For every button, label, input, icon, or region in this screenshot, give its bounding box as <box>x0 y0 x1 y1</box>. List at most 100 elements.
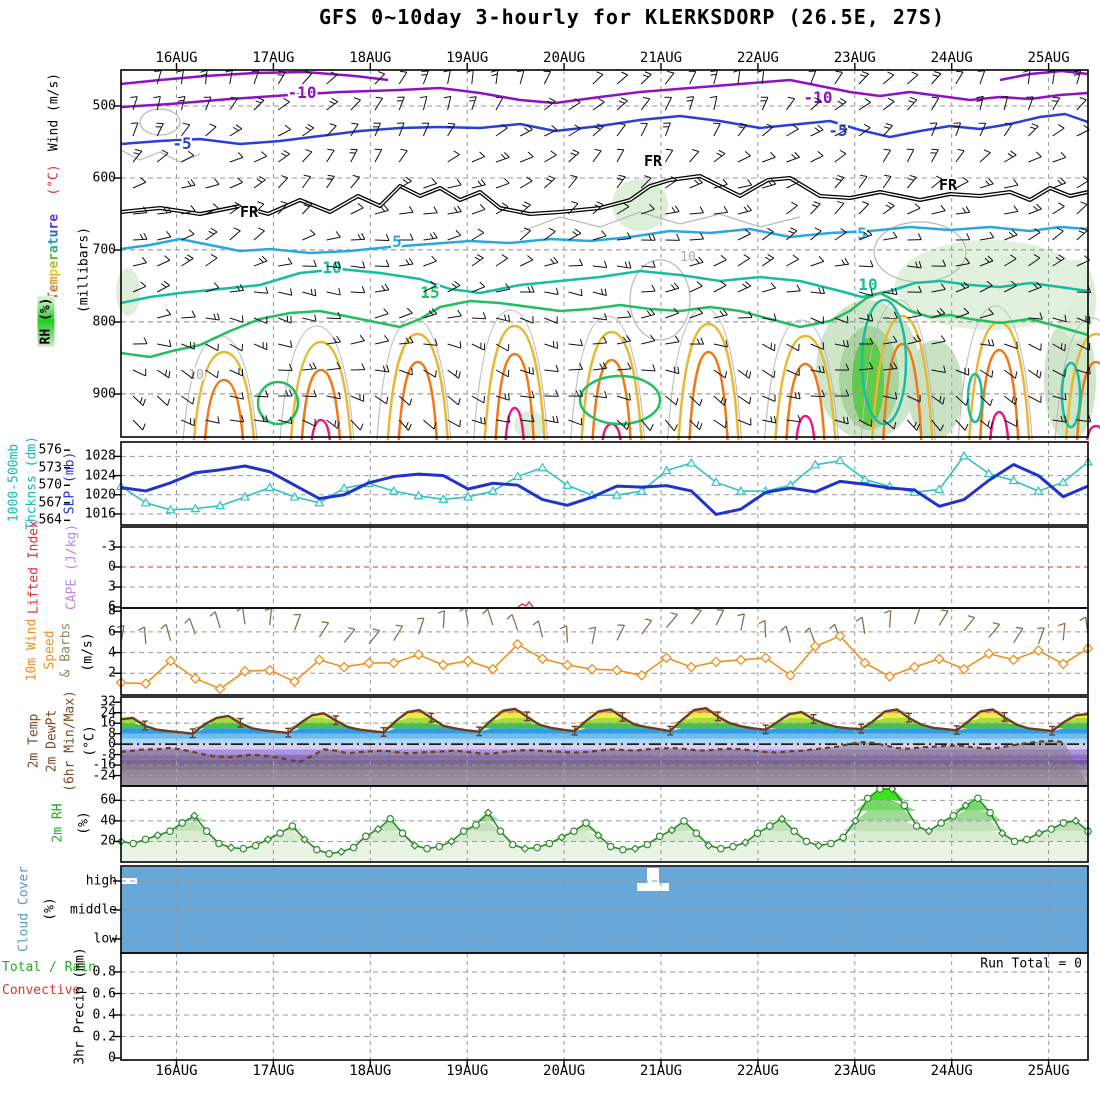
wind-barb <box>326 174 335 189</box>
wind-barb <box>955 281 970 293</box>
date-label-bottom: 16AUG <box>155 1063 198 1079</box>
wind-barb <box>689 337 705 345</box>
rh-marker <box>790 827 799 835</box>
wind-barb <box>181 254 194 267</box>
rh-marker <box>215 839 223 848</box>
wind-speed-marker <box>983 648 995 660</box>
wind-barb <box>374 259 390 268</box>
date-label-bottom: 24AUG <box>930 1063 973 1079</box>
date-label-bottom: 25AUG <box>1027 1063 1070 1079</box>
wind-barb <box>1003 122 1013 137</box>
t2m-ytick: 0 <box>108 736 116 752</box>
wind-barb <box>229 315 244 323</box>
wind-barb <box>955 233 971 241</box>
wind-barb <box>278 315 292 324</box>
surface-wind-barb <box>437 610 446 628</box>
wind-barb <box>229 96 239 111</box>
wind-ytick: 2 <box>108 665 116 681</box>
panel-frame-p2 <box>120 441 1089 526</box>
wind-barb <box>1076 201 1088 215</box>
axis-label-cloud-cover: Cloud Cover <box>16 865 32 953</box>
rh-marker <box>520 844 530 853</box>
wind-barb <box>616 97 628 111</box>
thickness-marker <box>1008 475 1019 485</box>
rh-marker <box>986 808 994 817</box>
wind-barb <box>810 151 824 163</box>
wind-barb <box>616 335 632 345</box>
wind-barb <box>132 177 147 189</box>
thickness-marker <box>165 504 176 514</box>
surface-wind-barb <box>1079 616 1089 634</box>
wind-barb <box>544 316 558 324</box>
wind-barb <box>544 175 556 189</box>
rh-marker <box>863 794 872 803</box>
minmax-whisker <box>332 715 339 726</box>
wind-barb <box>326 71 338 85</box>
wind-barb <box>858 201 870 215</box>
thickness-marker <box>388 485 399 495</box>
wind-speed-marker <box>809 640 821 652</box>
rh-marker <box>582 819 590 827</box>
p1-ytick: 500 <box>92 98 116 114</box>
wind-barb <box>519 176 533 189</box>
wind-barb <box>689 256 704 267</box>
wind-speed-marker <box>834 630 846 642</box>
rh-marker <box>753 829 762 838</box>
wind-barb <box>713 369 728 379</box>
wind-barb <box>399 257 414 267</box>
wind-barb <box>544 227 556 241</box>
wind-speed-line <box>120 635 1089 690</box>
thickness-marker <box>686 457 697 467</box>
wind-barb <box>761 369 776 378</box>
wind-speed-marker <box>586 663 598 675</box>
date-label-top: 17AUG <box>252 50 295 66</box>
wind-barb <box>662 122 671 137</box>
wind-barb <box>253 316 268 324</box>
thickness-marker <box>413 490 424 500</box>
wind-barb <box>931 259 947 267</box>
wind-barb <box>277 70 286 85</box>
wind-barb <box>253 342 268 351</box>
date-label-bottom: 20AUG <box>543 1063 586 1079</box>
wind-barb <box>130 122 139 137</box>
wind-barb <box>229 201 242 215</box>
rh-marker <box>373 824 383 834</box>
rh-marker <box>741 838 750 847</box>
wind-barb <box>350 97 361 111</box>
wind-barb <box>277 97 290 111</box>
wind-barb <box>979 419 994 430</box>
rh-marker <box>362 832 370 841</box>
wind-barb <box>953 122 962 137</box>
slp-line <box>120 463 1089 516</box>
wind-barb <box>665 335 680 345</box>
thickness-marker <box>1058 477 1069 486</box>
wind-barb <box>761 123 774 137</box>
wind-barb <box>181 418 195 427</box>
surface-wind-barb <box>737 613 746 631</box>
wind-barb <box>640 71 652 85</box>
axis-label-ms: (m/s) <box>80 632 96 672</box>
t2m-ytick: 8 <box>108 726 116 742</box>
wind-barb <box>495 254 508 267</box>
wind-barb <box>785 96 796 111</box>
wind-barb <box>421 70 429 85</box>
thickness-marker <box>512 471 523 481</box>
surface-wind-barb <box>1037 627 1045 645</box>
wind-barb <box>471 151 486 163</box>
wind-barb <box>229 124 243 137</box>
wind-barb <box>665 282 680 293</box>
isotherm-label: 15 <box>420 283 439 302</box>
wind-speed-marker <box>363 657 375 669</box>
precip-ytick: 0 <box>108 1050 116 1066</box>
minmax-whisker <box>762 724 769 735</box>
wind-barb <box>205 123 217 137</box>
wind-barb <box>931 204 946 215</box>
wind-barb <box>762 416 777 424</box>
wind-barb <box>398 148 408 163</box>
wind-barb <box>156 369 171 379</box>
wind-barb <box>641 203 655 215</box>
wind-barb <box>834 228 847 241</box>
wind-barb <box>761 227 774 241</box>
wind-barb <box>205 203 219 215</box>
wind-barb <box>326 123 337 137</box>
